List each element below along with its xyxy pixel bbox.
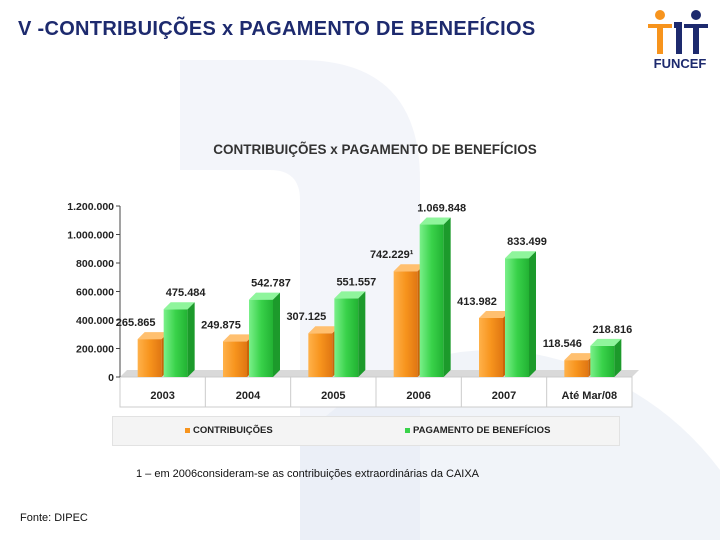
data-label: 413.982 [457,296,497,308]
chart-title: CONTRIBUIÇÕES x PAGAMENTO DE BENEFÍCIOS [213,142,537,157]
y-tick-label: 1.200.000 [67,201,114,213]
data-label: 118.546 [543,338,582,350]
data-label: 1.069.848 [417,203,466,215]
bar-front [564,360,589,377]
bar-side [187,302,195,377]
bar-front [419,224,444,377]
data-label: 742.229¹ [370,249,414,261]
legend-swatch-benef [405,427,410,433]
bar-front [590,345,615,377]
footnote: 1 – em 2006consideram-se as contribuiçõe… [136,468,480,480]
bar-top [505,251,536,259]
bar-front [249,299,273,377]
bar-benef [249,292,280,377]
source-note: Fonte: DIPEC [20,512,88,524]
legend-item-contrib: CONTRIBUIÇÕES [185,425,273,436]
y-tick-label: 200.000 [76,344,114,356]
data-label: 218.816 [592,324,632,336]
bar-top [590,338,622,346]
bar-top [308,326,340,334]
bar-side [358,291,366,377]
bar-benef [163,302,195,377]
x-tick-label: 2005 [321,390,345,402]
bar-front [393,271,418,377]
bar-side [273,292,280,377]
data-label: 551.557 [336,276,376,288]
bar-top [479,311,510,319]
legend-swatch-contrib [185,427,190,433]
bar-front [223,341,247,377]
bar-benef [419,217,451,377]
bar-top [137,332,169,340]
logo-text: FUNCEF [653,56,707,71]
y-tick-label: 800.000 [76,258,114,270]
bar-top [419,217,451,225]
bar-top [249,292,280,300]
legend-label-contrib: CONTRIBUIÇÕES [193,425,273,436]
bar-side [443,217,451,377]
data-label: 265.865 [116,317,156,329]
bar-benef [505,251,536,377]
x-tick-label: 2004 [236,390,261,402]
x-tick-label: Até Mar/08 [562,390,618,402]
chart-legend: CONTRIBUIÇÕES PAGAMENTO DE BENEFÍCIOS [112,416,620,446]
y-tick-label: 400.000 [76,315,114,327]
x-tick-label: 2007 [492,390,516,402]
bar-benef [334,291,366,377]
legend-item-benef: PAGAMENTO DE BENEFÍCIOS [405,425,550,436]
data-label: 475.484 [166,287,207,299]
bar-benef [590,338,622,377]
bar-side [614,338,622,377]
bar-contrib [137,332,169,377]
chart-floor [120,370,639,377]
bar-front [479,318,503,377]
bar-contrib [564,353,596,377]
x-tick-label: 2006 [406,390,430,402]
bar-top [564,353,596,361]
legend-label-benef: PAGAMENTO DE BENEFÍCIOS [413,425,551,436]
bar-top [163,302,195,310]
slide-title: V -CONTRIBUIÇÕES x PAGAMENTO DE BENEFÍCI… [18,18,536,40]
y-tick-label: 600.000 [76,287,114,299]
bar-front [163,309,188,377]
data-label: 542.787 [251,278,291,290]
data-label: 249.875 [201,319,241,331]
bar-front [505,258,529,377]
bar-front [308,333,333,377]
bar-side [529,251,536,377]
bar-top [334,291,366,299]
bar-top [393,264,425,272]
data-label: 833.499 [507,236,547,248]
bar-top [223,334,254,342]
data-label: 307.125 [286,311,326,323]
bar-front [334,298,359,377]
funcef-logo-icon [648,10,708,54]
bar-front [137,339,162,377]
y-tick-label: 1.000.000 [67,230,114,242]
x-tick-label: 2003 [150,390,174,402]
y-tick-label: 0 [108,372,114,384]
